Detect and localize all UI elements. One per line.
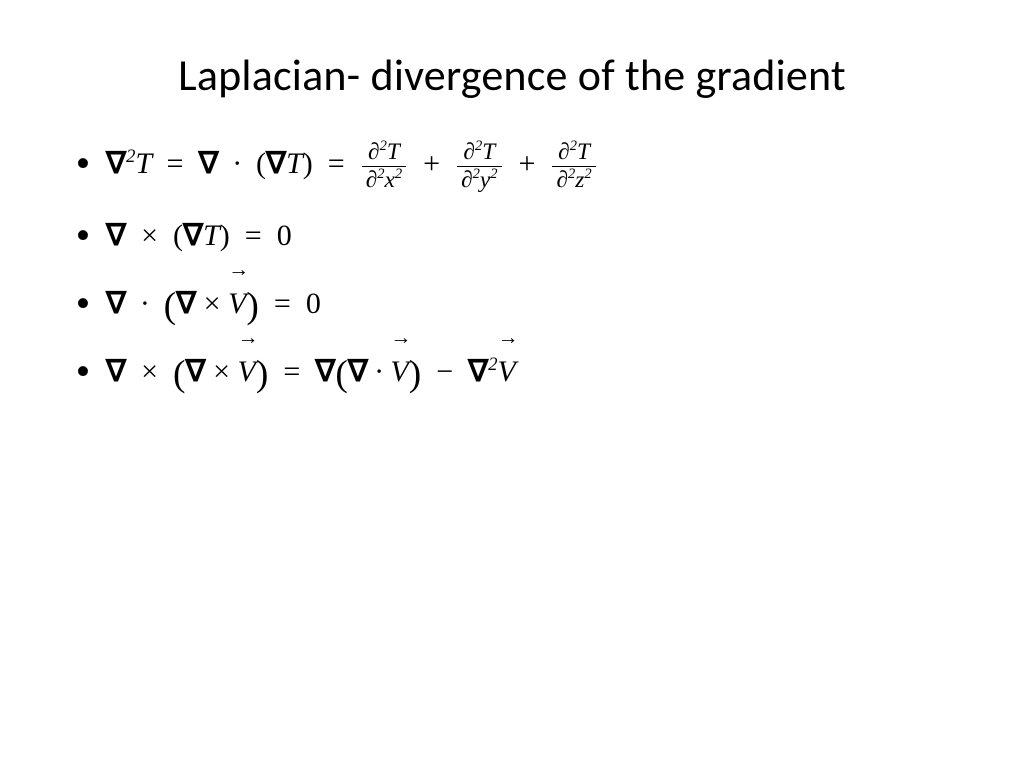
op-equals — [159, 147, 167, 180]
op-times: × — [213, 355, 230, 388]
equation-laplacian: ∇2T = ∇ ∙ (∇T) = ∂2T ∂2x2 + ∂2T ∂2y2 + — [70, 140, 954, 192]
nabla-icon: ∇ — [106, 147, 126, 180]
math-curl-curl: ∇ × (∇ × →V) = ∇(∇ ∙ →V) − ∇2→V — [106, 355, 516, 388]
nabla-icon: ∇ — [315, 355, 335, 388]
nabla-icon: ∇ — [266, 147, 286, 180]
op-dot: ∙ — [375, 355, 383, 388]
op-plus: + — [519, 147, 536, 180]
nabla-icon: ∇ — [106, 287, 126, 320]
nabla-icon: ∇ — [176, 287, 196, 320]
math-div-curl: ∇ ∙ (∇ × →V) = 0 — [106, 287, 321, 320]
vector-V: →V — [238, 348, 256, 396]
nabla-icon: ∇ — [468, 355, 488, 388]
op-dot: ∙ — [141, 287, 149, 320]
fraction-d2T-dx2: ∂2T ∂2x2 — [362, 140, 406, 192]
slide-title: Laplacian- divergence of the gradient — [70, 48, 954, 102]
vector-V: →V — [228, 280, 246, 328]
vector-V: →V — [498, 348, 516, 396]
bullet-list: ∇2T = ∇ ∙ (∇T) = ∂2T ∂2x2 + ∂2T ∂2y2 + — [70, 140, 954, 396]
vector-V: →V — [390, 348, 408, 396]
nabla-icon: ∇ — [183, 219, 203, 252]
slide: Laplacian- divergence of the gradient ∇2… — [0, 0, 1024, 768]
literal-zero: 0 — [306, 287, 321, 320]
nabla-icon: ∇ — [348, 355, 368, 388]
op-minus: − — [436, 355, 453, 388]
equation-curl-curl: ∇ × (∇ × →V) = ∇(∇ ∙ →V) − ∇2→V — [70, 348, 954, 396]
op-times: × — [204, 287, 221, 320]
op-plus: + — [423, 147, 440, 180]
equation-curl-grad-zero: ∇ × (∇T) = 0 — [70, 212, 954, 260]
op-times: × — [141, 355, 158, 388]
math-laplacian: ∇2T = ∇ ∙ (∇T) = ∂2T ∂2x2 + ∂2T ∂2y2 + — [106, 147, 598, 180]
literal-zero: 0 — [277, 219, 292, 252]
nabla-icon: ∇ — [198, 147, 218, 180]
nabla-icon: ∇ — [106, 219, 126, 252]
math-curl-grad: ∇ × (∇T) = 0 — [106, 219, 292, 252]
fraction-d2T-dy2: ∂2T ∂2y2 — [457, 140, 501, 192]
op-times: × — [141, 219, 158, 252]
nabla-icon: ∇ — [106, 355, 126, 388]
nabla-icon: ∇ — [186, 355, 206, 388]
op-dot: ∙ — [234, 147, 242, 180]
equation-div-curl-zero: ∇ ∙ (∇ × →V) = 0 — [70, 280, 954, 328]
fraction-d2T-dz2: ∂2T ∂2z2 — [552, 140, 595, 192]
